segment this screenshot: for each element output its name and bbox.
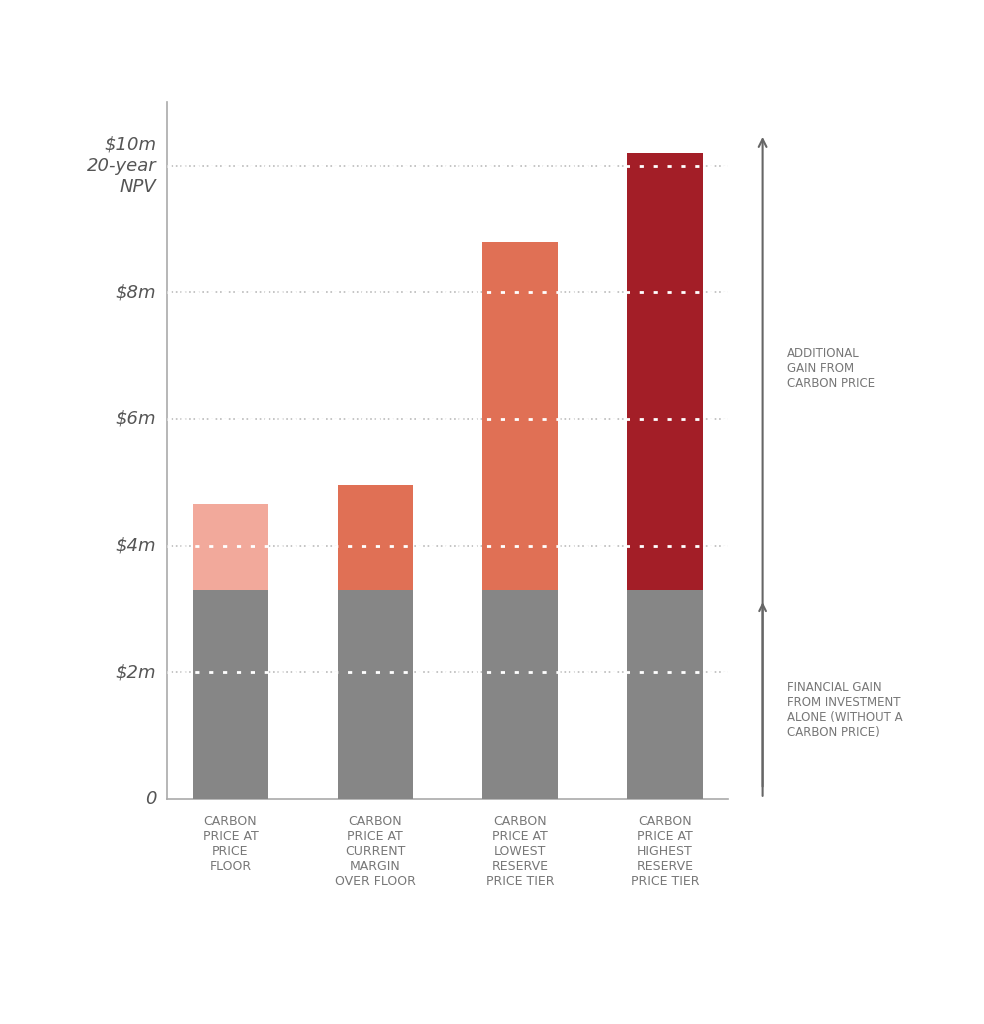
Bar xyxy=(628,153,703,590)
Bar xyxy=(338,485,413,590)
Bar xyxy=(193,590,268,799)
Text: ADDITIONAL
GAIN FROM
CARBON PRICE: ADDITIONAL GAIN FROM CARBON PRICE xyxy=(787,347,876,390)
Bar xyxy=(482,590,558,799)
Bar xyxy=(338,590,413,799)
Bar xyxy=(482,242,558,590)
Text: FINANCIAL GAIN
FROM INVESTMENT
ALONE (WITHOUT A
CARBON PRICE): FINANCIAL GAIN FROM INVESTMENT ALONE (WI… xyxy=(787,681,903,739)
Bar xyxy=(628,590,703,799)
Bar xyxy=(193,505,268,590)
